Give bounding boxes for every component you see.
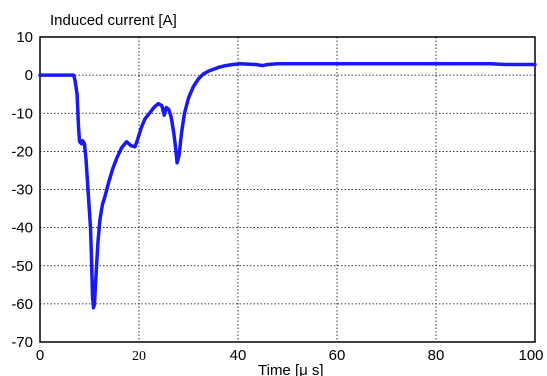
x-tick-label: 60 — [329, 347, 346, 364]
y-tick-label: 0 — [25, 67, 33, 84]
y-tick-label: -30 — [11, 182, 33, 199]
y-tick-label: -10 — [11, 105, 33, 122]
x-tick-label: 0 — [36, 347, 44, 364]
y-tick-label: -20 — [11, 143, 33, 160]
x-tick-label: 80 — [428, 347, 445, 364]
y-tick-label: -40 — [11, 220, 33, 237]
y-tick-label: 10 — [16, 29, 33, 46]
plot-frame — [39, 36, 536, 343]
x-axis-title: Time [μ s] — [258, 362, 324, 376]
series-layer — [38, 61, 537, 310]
y-tick-label: -70 — [11, 334, 33, 351]
x-tick-label: 20 — [132, 349, 146, 364]
y-tick-label: -50 — [11, 258, 33, 275]
x-tick-label: 100 — [518, 347, 543, 364]
x-tick-labels: 0 20 40 60 80 100 — [36, 347, 544, 364]
y-tick-labels: 10 0 -10 -20 -30 -40 -50 -60 -70 — [11, 29, 33, 351]
y-tick-label: -60 — [11, 296, 33, 313]
grid-lines — [40, 37, 535, 342]
series-line-0 — [38, 61, 537, 310]
y-axis-title: Induced current [A] — [50, 12, 177, 29]
x-tick-label: 40 — [230, 347, 247, 364]
